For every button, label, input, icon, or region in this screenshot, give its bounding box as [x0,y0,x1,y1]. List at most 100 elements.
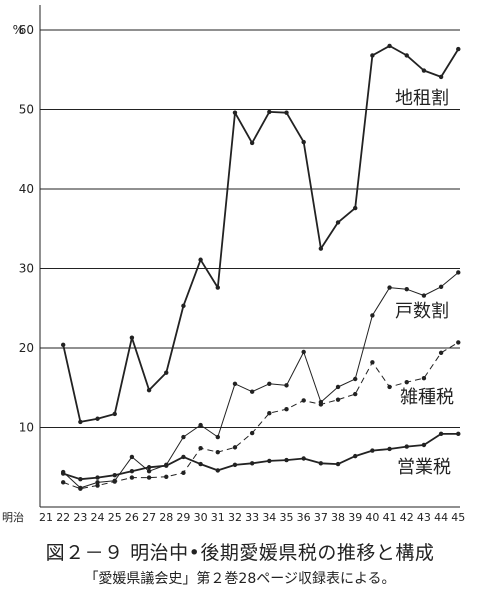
x-tick-label: 30 [194,511,208,524]
series-point-2 [232,381,238,386]
x-tick-label: 41 [383,511,397,524]
x-tick-label: 27 [142,511,156,524]
y-tick-label: 10 [19,421,34,435]
series-point-4 [112,473,117,478]
series-point-3 [129,475,135,480]
series-point-2 [129,454,135,460]
series-point-3 [318,402,324,407]
series-point-4 [301,456,306,461]
series-layer [60,43,461,491]
series-point-4 [267,458,272,464]
series-point-3 [404,379,409,385]
series-point-2 [404,286,409,292]
y-tick-label: 40 [19,182,34,196]
series-label: 戸数割 [395,301,449,322]
series-point-2 [215,434,220,440]
series-point-3 [284,407,289,412]
series-point-1 [284,110,289,115]
x-tick-label: 40 [365,511,379,524]
series-point-3 [353,391,358,397]
series-label: 地租割 [395,88,449,109]
series-point-2 [456,270,461,275]
y-tick-label: 60 [19,23,34,37]
series-point-4 [249,461,255,466]
series-point-2 [267,381,272,386]
series-point-1 [129,335,135,340]
series-point-4 [421,442,427,448]
y-tick-label: 20 [19,341,34,355]
x-tick-label: 39 [348,511,362,524]
series-point-1 [112,411,117,417]
series-point-3 [146,475,152,480]
source-note: 「愛媛県議会史」第２巻28ページ収録表による。 [84,571,396,587]
series-point-4 [318,461,324,466]
series-point-2 [370,313,375,318]
x-tick-label: 31 [211,511,225,524]
x-tick-label: 29 [176,511,190,524]
series-point-1 [301,139,306,145]
x-tick-label: 42 [400,511,414,524]
series-point-4 [335,461,341,467]
series-point-4 [198,461,203,467]
series-point-3 [78,486,83,491]
series-point-2 [438,284,444,289]
series-line-1 [62,45,460,423]
series-point-4 [438,431,444,437]
series-point-4 [387,446,392,452]
series-point-1 [164,370,169,375]
series-point-1 [249,140,255,146]
series-point-1 [215,285,220,290]
series-point-1 [370,53,375,58]
y-tick-label: 30 [19,262,34,276]
x-tick-label: 38 [331,511,345,524]
x-tick-label: 44 [434,511,448,524]
series-label: 雑種税 [400,387,454,408]
x-tick-label: 43 [417,511,431,524]
series-point-1 [232,110,238,115]
x-tick-label: 35 [280,511,294,524]
series-point-2 [249,389,255,394]
x-tick-label: 25 [108,511,122,524]
series-point-3 [112,479,117,484]
series-point-1 [353,205,358,211]
series-point-4 [60,471,66,476]
x-tick-label: 45 [451,511,465,524]
series-point-1 [267,109,272,115]
series-point-4 [215,468,220,473]
series-point-4 [456,431,461,437]
x-tick-label: 23 [73,511,87,524]
series-point-4 [129,469,135,474]
series-point-2 [146,469,152,474]
series-point-3 [370,360,375,365]
series-point-1 [198,257,203,262]
series-point-3 [232,445,238,450]
series-point-2 [181,434,186,440]
x-tick-label: 36 [297,511,311,524]
series-point-4 [95,475,100,480]
series-point-2 [95,480,100,485]
series-point-3 [249,430,255,436]
series-point-3 [60,480,66,485]
series-point-2 [335,384,341,390]
series-point-1 [335,220,341,225]
series-point-1 [60,342,66,348]
x-tick-label: 32 [228,511,242,524]
series-label: 営業税 [397,457,451,478]
series-point-3 [301,398,306,403]
series-label-bg [394,456,458,478]
series-point-2 [301,349,306,355]
x-tick-label: 22 [56,511,70,524]
series-point-2 [353,376,358,382]
series-point-3 [267,410,272,416]
series-label-bg [397,386,461,408]
series-point-1 [318,246,324,251]
series-line-2 [62,272,459,489]
series-label-bg [392,87,456,109]
y-unit-label: % [13,23,24,37]
series-point-1 [387,43,392,49]
series-point-3 [164,474,169,479]
series-point-1 [456,46,461,52]
series-point-4 [404,444,409,449]
series-point-3 [335,397,341,402]
